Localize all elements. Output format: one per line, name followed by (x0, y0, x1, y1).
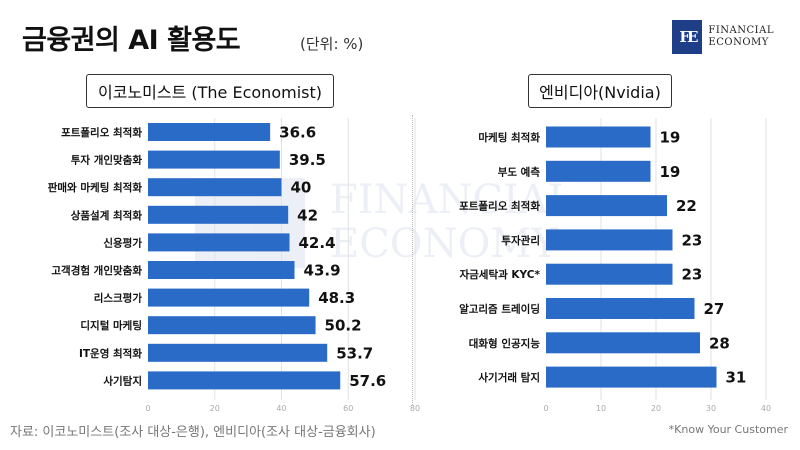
logo-text: FINANCIAL ECONOMY (708, 25, 774, 49)
left-panel-title: 이코노미스트 (The Economist) (86, 74, 334, 108)
bar (546, 195, 667, 217)
value-label: 42 (297, 206, 318, 224)
value-label: 42.4 (299, 234, 336, 252)
bar (546, 298, 695, 319)
value-label: 53.7 (336, 344, 373, 362)
bar (148, 178, 282, 197)
category-label: 투자 개인맞춤화 (71, 154, 143, 167)
value-label: 50.2 (325, 317, 362, 335)
footnote: *Know Your Customer (668, 423, 788, 436)
value-label: 28 (709, 334, 730, 352)
value-label: 39.5 (289, 151, 326, 169)
value-label: 23 (682, 231, 703, 249)
value-label: 40 (291, 179, 312, 197)
category-label: 상품설계 최적화 (71, 209, 143, 222)
bar (148, 316, 316, 335)
tick-label: 60 (343, 404, 353, 413)
bar (546, 160, 651, 182)
value-label: 48.3 (318, 289, 355, 307)
category-label: 신용평가 (103, 236, 142, 249)
value-label: 19 (660, 163, 681, 181)
tick-label: 20 (651, 404, 661, 413)
bar (546, 366, 717, 388)
value-label: 22 (676, 197, 697, 215)
source-note: 자료: 이코노미스트(조사 대상-은행), 엔비디아(조사 대상-금융회사) (10, 425, 376, 440)
tick-label: 80 (410, 404, 420, 413)
value-label: 31 (726, 369, 747, 387)
logo: FE FINANCIAL ECONOMY (672, 20, 774, 54)
tick-label: 20 (210, 404, 220, 413)
value-label: 19 (660, 129, 681, 147)
logo-mark-icon: FE (672, 20, 703, 54)
bar (148, 343, 328, 362)
category-label: 자금세탁과 KYC* (459, 268, 540, 281)
bar (148, 261, 295, 279)
bar (148, 205, 289, 224)
tick-label: 10 (596, 404, 606, 413)
value-label: 43.9 (304, 262, 341, 280)
category-label: 알고리즘 트레이딩 (459, 303, 540, 316)
category-label: IT운영 최적화 (79, 347, 142, 360)
tick-label: 0 (145, 404, 150, 413)
value-label: 27 (704, 300, 725, 318)
category-label: 판매와 마케팅 최적화 (48, 181, 143, 194)
tick-label: 30 (706, 404, 716, 413)
category-label: 고객경험 개인맞춤화 (51, 264, 142, 277)
value-label: 57.6 (349, 372, 386, 390)
unit-label: (단위: %) (300, 35, 364, 53)
value-label: 36.6 (279, 124, 316, 142)
category-label: 마케팅 최적화 (478, 131, 540, 144)
category-label: 부도 예측 (498, 165, 541, 178)
bar (148, 288, 310, 307)
category-label: 포트폴리오 최적화 (459, 200, 540, 213)
panel-divider (412, 115, 413, 405)
tick-label: 40 (761, 404, 771, 413)
bar (546, 126, 651, 148)
category-label: 투자관리 (501, 234, 540, 247)
category-label: 대화형 인공지능 (469, 337, 541, 350)
bar (546, 229, 673, 251)
value-label: 23 (682, 266, 703, 284)
logo-line2: ECONOMY (708, 37, 769, 48)
category-label: 리스크평가 (94, 292, 143, 305)
logo-line1: FINANCIAL (708, 25, 774, 36)
category-label: 사기거래 탐지 (478, 371, 540, 384)
tick-label: 0 (543, 404, 548, 413)
bar (148, 371, 341, 390)
category-label: 포트폴리오 최적화 (61, 126, 142, 139)
bar (148, 233, 290, 252)
bar (148, 150, 280, 169)
bar (546, 332, 700, 354)
category-label: 사기탐지 (103, 374, 142, 387)
tick-label: 40 (276, 404, 286, 413)
right-panel-title: 엔비디아(Nvidia) (528, 74, 672, 108)
bar (148, 123, 271, 141)
bar (546, 263, 673, 285)
chart-title: 금융권의 AI 활용도 (22, 25, 241, 56)
category-label: 디지털 마케팅 (80, 319, 142, 332)
